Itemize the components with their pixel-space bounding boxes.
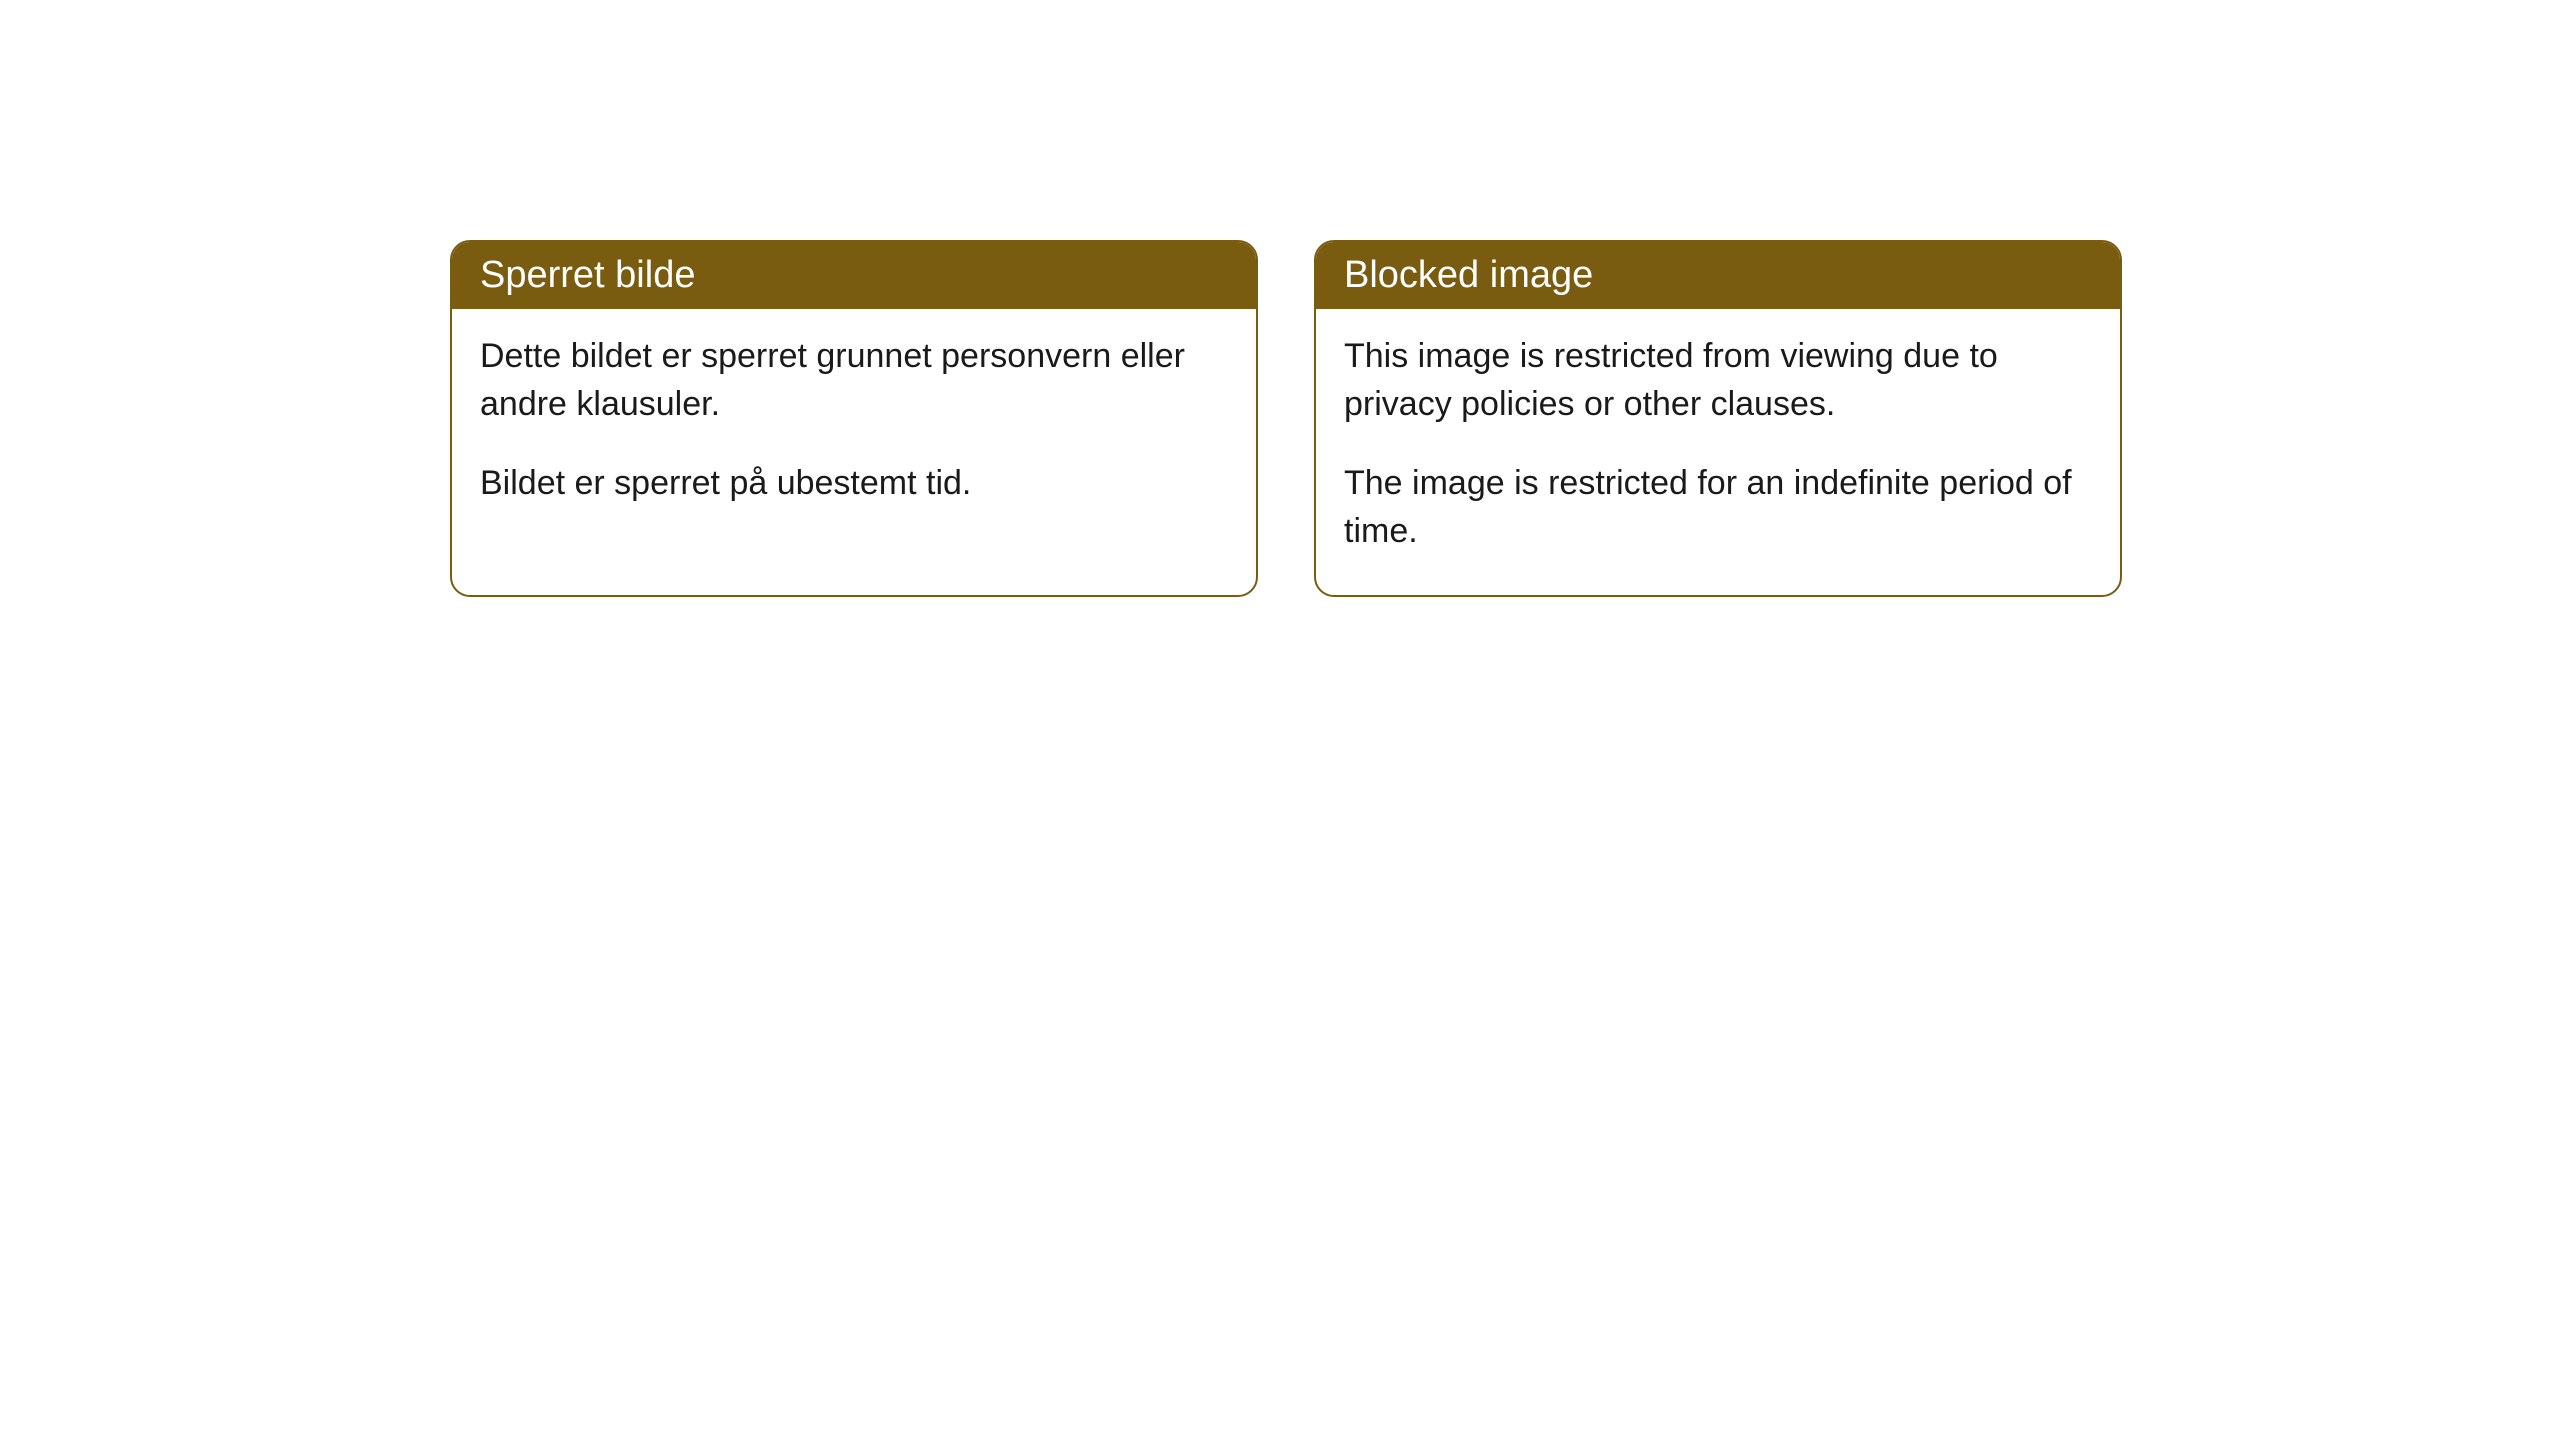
cards-container: Sperret bilde Dette bildet er sperret gr…: [450, 240, 2122, 597]
card-paragraph-2-english: The image is restricted for an indefinit…: [1344, 460, 2092, 555]
card-title-norwegian: Sperret bilde: [480, 254, 695, 296]
card-body-english: This image is restricted from viewing du…: [1316, 309, 2120, 595]
card-title-english: Blocked image: [1344, 254, 1593, 296]
blocked-image-card-english: Blocked image This image is restricted f…: [1314, 240, 2122, 597]
blocked-image-card-norwegian: Sperret bilde Dette bildet er sperret gr…: [450, 240, 1258, 597]
card-header-norwegian: Sperret bilde: [452, 242, 1256, 309]
card-header-english: Blocked image: [1316, 242, 2120, 309]
card-body-norwegian: Dette bildet er sperret grunnet personve…: [452, 309, 1256, 548]
card-paragraph-1-norwegian: Dette bildet er sperret grunnet personve…: [480, 333, 1228, 428]
card-paragraph-1-english: This image is restricted from viewing du…: [1344, 333, 2092, 428]
card-paragraph-2-norwegian: Bildet er sperret på ubestemt tid.: [480, 460, 1228, 508]
